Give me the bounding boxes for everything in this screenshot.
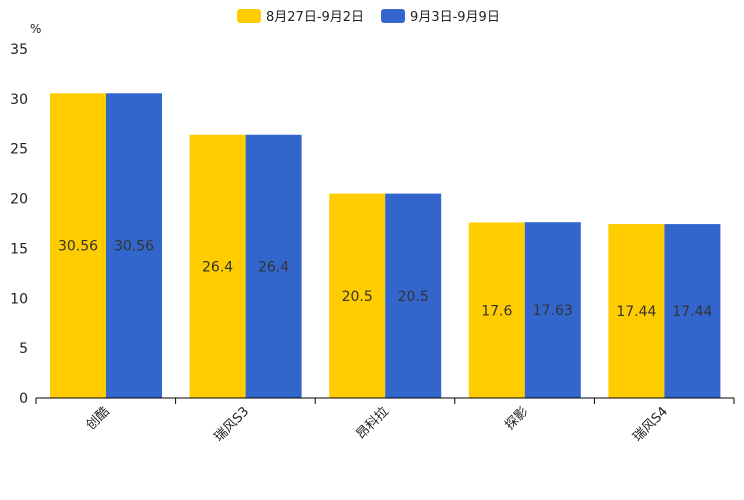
data-label: 17.44 [616, 304, 656, 320]
bar [50, 93, 106, 399]
data-label: 30.56 [58, 239, 98, 255]
data-label: 30.56 [114, 239, 154, 255]
x-tick-label: 昂科拉 [354, 404, 392, 442]
y-tick-label: 20 [10, 192, 28, 208]
legend-label: 9月3日-9月9日 [410, 10, 500, 25]
y-tick-label: 15 [10, 241, 28, 257]
y-tick-label: 0 [19, 391, 28, 407]
data-label: 17.63 [533, 303, 573, 319]
x-tick-label: 瑞风S4 [630, 404, 671, 445]
x-tick-label: 探影 [502, 404, 531, 433]
x-tick-label: 瑞风S3 [212, 404, 253, 445]
y-tick-label: 25 [10, 142, 28, 158]
data-label: 20.5 [398, 289, 429, 305]
y-tick-label: 10 [10, 291, 28, 307]
bar [329, 193, 386, 398]
y-tick-label: 30 [10, 92, 28, 108]
data-label: 26.4 [202, 259, 233, 275]
data-label: 17.44 [672, 304, 712, 320]
bar [608, 224, 665, 398]
x-tick-label: 创酷 [84, 404, 113, 433]
bar [468, 222, 525, 398]
bar [664, 224, 721, 398]
bar [189, 134, 246, 399]
bar [245, 134, 302, 399]
y-tick-label: 5 [19, 341, 28, 357]
y-unit-label: % [30, 22, 41, 36]
legend-swatch [381, 9, 406, 23]
data-label: 20.5 [342, 289, 373, 305]
data-label: 17.6 [481, 303, 512, 319]
legend-swatch [237, 9, 261, 23]
bar [385, 193, 442, 398]
data-label: 26.4 [258, 259, 289, 275]
legend-label: 8月27日-9月2日 [266, 10, 364, 25]
bar [106, 93, 162, 399]
bar [524, 222, 581, 398]
y-tick-label: 35 [10, 42, 28, 58]
